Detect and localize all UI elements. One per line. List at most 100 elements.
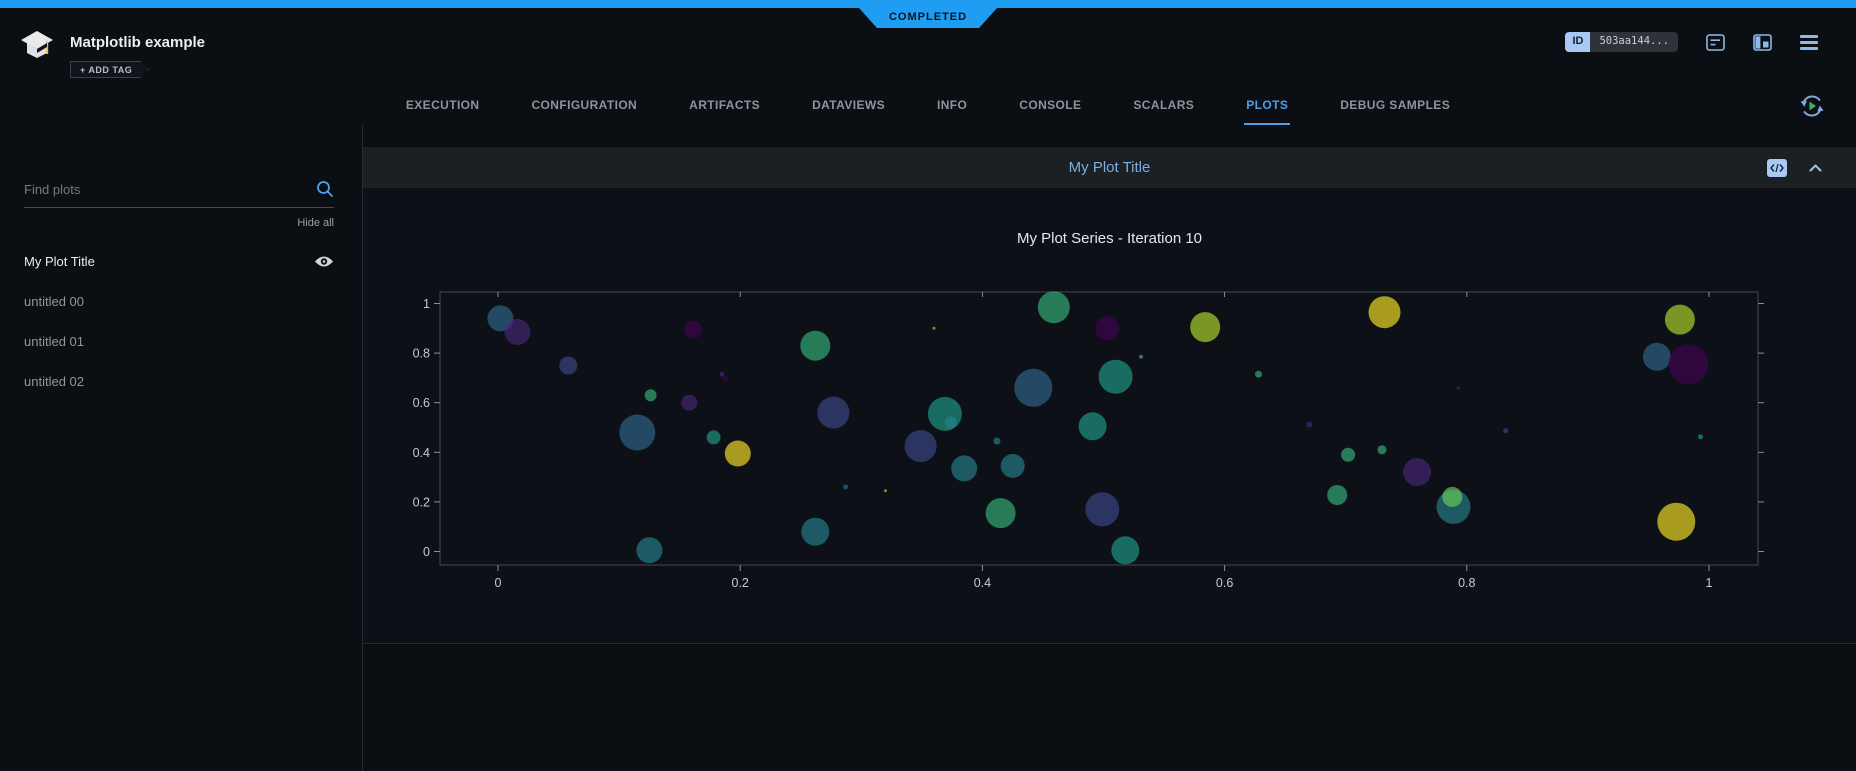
- plot-list-item[interactable]: untitled 00: [24, 281, 334, 321]
- content: Hide all My Plot Title untitled 00 untitle…: [0, 125, 1856, 771]
- plot-widget: My Plot Series - Iteration 10 00.20.40.6…: [363, 188, 1856, 644]
- tab-scalars[interactable]: SCALARS: [1131, 88, 1196, 125]
- bubble: [1403, 458, 1431, 486]
- bubble: [559, 357, 577, 375]
- bubble: [723, 376, 729, 382]
- bubble: [905, 430, 937, 462]
- bubble: [1001, 454, 1025, 478]
- bubble: [1099, 360, 1133, 394]
- bubble: [619, 415, 655, 451]
- bubble: [1190, 312, 1220, 342]
- plot-panel-title: My Plot Title: [363, 159, 1856, 176]
- bubble: [986, 498, 1016, 528]
- tab-info[interactable]: INFO: [935, 88, 969, 125]
- bubble: [1665, 305, 1695, 335]
- scatter-chart[interactable]: 0 0.2 0.4 0.6 0.8 1 0 0.2 0.4 0.6 0.8 1: [363, 188, 1856, 644]
- bubble: [1657, 503, 1695, 541]
- plot-search[interactable]: [24, 180, 334, 208]
- bubble: [933, 327, 936, 330]
- tab-dataviews[interactable]: DATAVIEWS: [810, 88, 887, 125]
- bubble: [1457, 386, 1460, 389]
- bubble: [801, 518, 829, 546]
- plot-item-label: untitled 00: [24, 294, 84, 309]
- experiment-title: Matplotlib example: [70, 34, 205, 51]
- x-tick-label: 1: [1706, 576, 1713, 590]
- visibility-eye-icon[interactable]: [314, 255, 334, 268]
- y-tick-label: 0.2: [413, 495, 430, 509]
- plot-item-label: My Plot Title: [24, 254, 95, 269]
- add-tag-button[interactable]: + ADD TAG: [70, 61, 149, 78]
- bubble: [707, 430, 721, 444]
- y-tick-label: 0: [423, 545, 430, 559]
- y-tick-label: 0.4: [413, 446, 430, 460]
- bubble: [928, 397, 962, 431]
- bubble: [884, 489, 887, 492]
- tab-configuration[interactable]: CONFIGURATION: [529, 88, 639, 125]
- bubble: [1327, 485, 1347, 505]
- bubble: [1306, 422, 1312, 428]
- details-panel-icon[interactable]: [1753, 34, 1772, 51]
- x-tick-label: 0.8: [1458, 576, 1475, 590]
- hide-all-button[interactable]: Hide all: [24, 217, 334, 229]
- plot-item-label: untitled 01: [24, 334, 84, 349]
- menu-icon[interactable]: [1800, 35, 1818, 50]
- bubble: [1698, 434, 1703, 439]
- bubble: [684, 321, 702, 339]
- tab-plots[interactable]: PLOTS: [1244, 88, 1290, 125]
- bubble: [681, 395, 697, 411]
- bubble: [1255, 371, 1262, 378]
- y-tick-label: 1: [423, 297, 430, 311]
- app-logo-icon: [18, 28, 56, 66]
- bubble: [1668, 344, 1708, 384]
- bubble: [1079, 412, 1107, 440]
- bubble: [1095, 316, 1119, 340]
- search-icon: [316, 180, 334, 198]
- bubble: [951, 455, 977, 481]
- x-tick-label: 0.2: [732, 576, 749, 590]
- tab-bar: EXECUTION CONFIGURATION ARTIFACTS DATAVIEWS…: [0, 88, 1856, 125]
- collapse-panel-icon[interactable]: [1809, 159, 1822, 177]
- experiment-id-badge[interactable]: ID 503aa144...: [1565, 32, 1678, 52]
- bubble: [1085, 492, 1119, 526]
- tab-debug-samples[interactable]: DEBUG SAMPLES: [1338, 88, 1452, 125]
- bubble: [1369, 296, 1401, 328]
- plot-item-label: untitled 02: [24, 374, 84, 389]
- top-status-bar: [0, 0, 1856, 8]
- bubble: [636, 537, 662, 563]
- id-value: 503aa144...: [1590, 32, 1678, 52]
- status-badge: COMPLETED: [859, 8, 997, 28]
- plot-list-item[interactable]: untitled 02: [24, 361, 334, 401]
- bubble: [1378, 445, 1387, 454]
- bubble: [843, 485, 848, 490]
- bubble: [1014, 369, 1052, 407]
- bubble: [1111, 536, 1139, 564]
- bubble: [725, 441, 751, 467]
- plot-panel-header: My Plot Title: [363, 147, 1856, 188]
- x-tick-label: 0: [495, 576, 502, 590]
- auto-refresh-icon[interactable]: [1798, 92, 1826, 120]
- bubble: [645, 389, 657, 401]
- bubble: [720, 372, 725, 377]
- tab-console[interactable]: CONSOLE: [1017, 88, 1083, 125]
- bubble: [945, 417, 957, 429]
- x-tick-label: 0.4: [974, 576, 991, 590]
- tab-artifacts[interactable]: ARTIFACTS: [687, 88, 762, 125]
- embed-code-icon[interactable]: [1767, 159, 1787, 177]
- x-tick-label: 0.6: [1216, 576, 1233, 590]
- bubble: [800, 331, 830, 361]
- bubble: [1139, 355, 1143, 359]
- bubble: [504, 319, 530, 345]
- plot-list-item[interactable]: My Plot Title: [24, 241, 334, 281]
- search-input[interactable]: [24, 182, 294, 197]
- bubble: [1643, 343, 1671, 371]
- id-label: ID: [1565, 32, 1590, 52]
- main-panel: My Plot Title My Plot Series - Iteration…: [363, 125, 1856, 771]
- plot-list-item[interactable]: untitled 01: [24, 321, 334, 361]
- bubble: [1442, 487, 1462, 507]
- description-icon[interactable]: [1706, 34, 1725, 51]
- y-tick-label: 0.6: [413, 396, 430, 410]
- bubble: [1503, 428, 1508, 433]
- y-tick-label: 0.8: [413, 347, 430, 361]
- bubble: [817, 397, 849, 429]
- tab-execution[interactable]: EXECUTION: [404, 88, 482, 125]
